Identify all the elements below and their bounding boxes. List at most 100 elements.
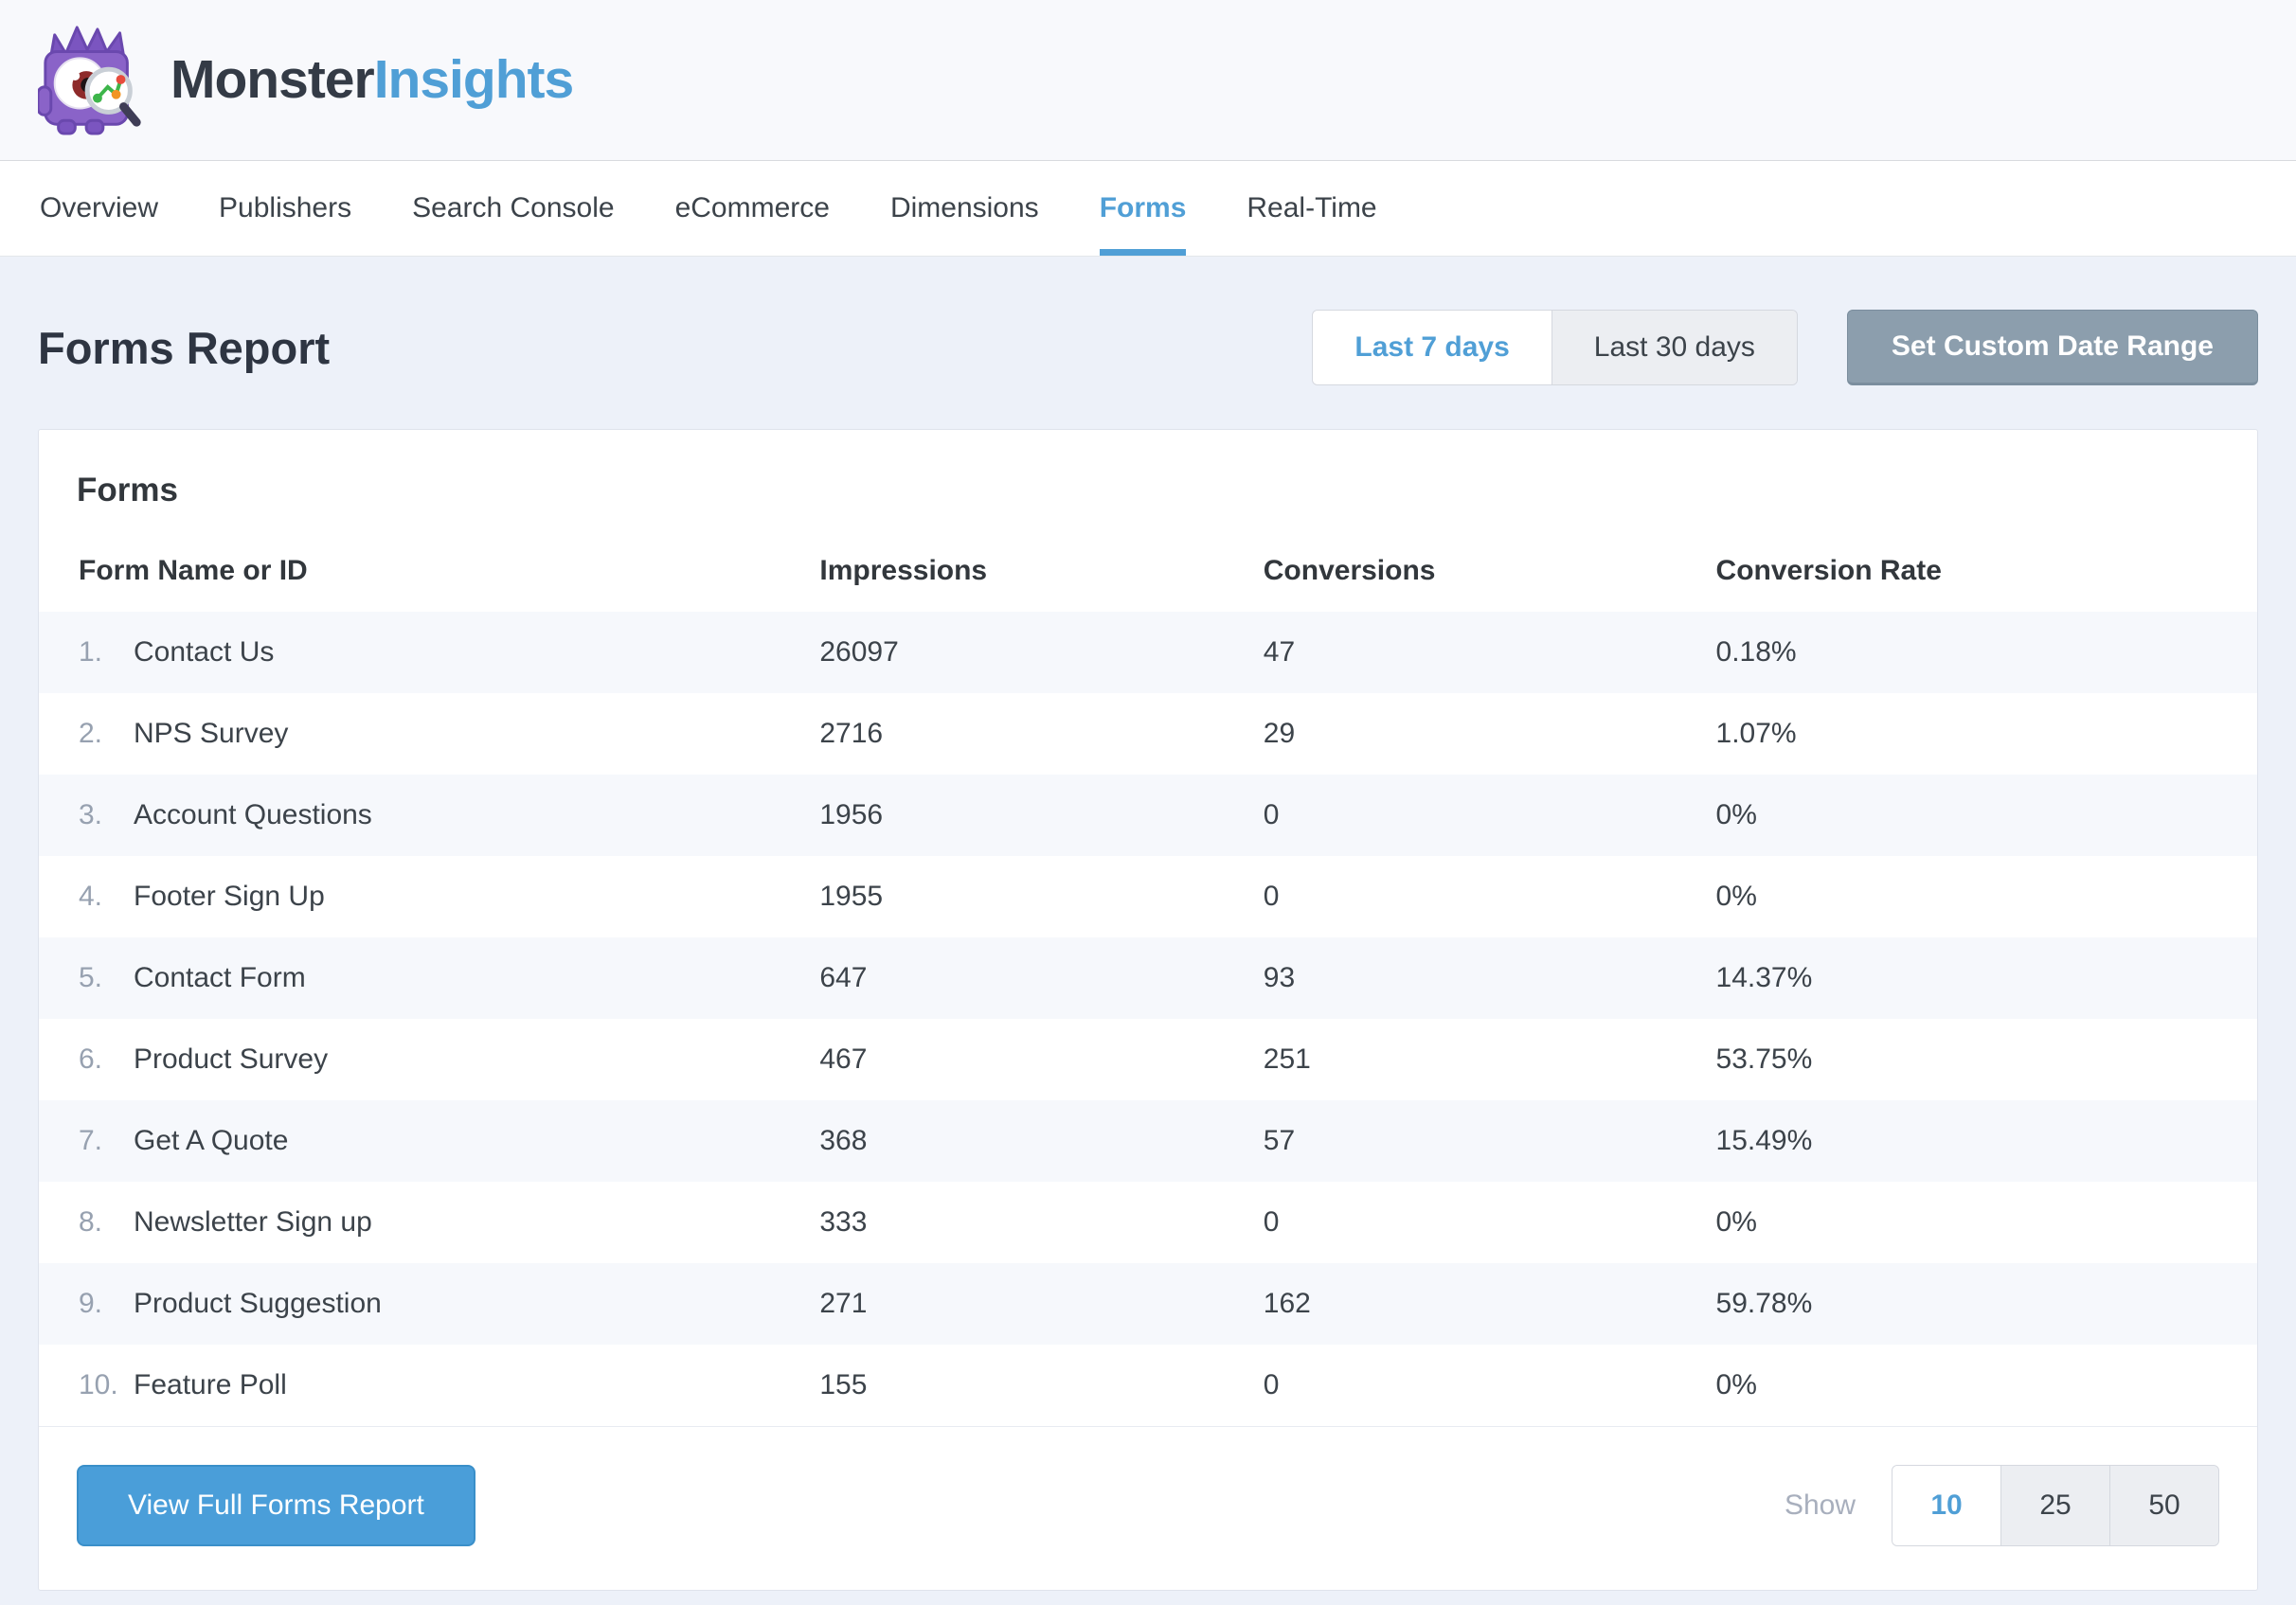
forms-table: Form Name or ID Impressions Conversions … <box>39 532 2257 1426</box>
cell-impressions: 2716 <box>819 718 884 749</box>
form-name: Product Survey <box>134 1043 329 1075</box>
column-header-conversion-rate: Conversion Rate <box>1715 555 1942 586</box>
page-size-50[interactable]: 50 <box>2109 1466 2218 1545</box>
show-rows-control: Show 10 25 50 <box>1785 1465 2219 1546</box>
cell-conversions: 47 <box>1263 636 1296 668</box>
table-row: 9. Product Suggestion 271 162 59.78% <box>39 1263 2257 1345</box>
tab-overview[interactable]: Overview <box>40 192 159 223</box>
row-rank: 2. <box>79 718 103 749</box>
cell-rate: 0% <box>1715 881 1757 912</box>
cell-impressions: 155 <box>819 1369 868 1400</box>
report-content: Forms Report Last 7 days Last 30 days Set… <box>0 310 2296 1591</box>
cell-impressions: 647 <box>819 962 868 993</box>
form-name: NPS Survey <box>134 718 289 749</box>
table-row: 1. Contact Us 26097 47 0.18% <box>39 612 2257 693</box>
table-row: 6. Product Survey 467 251 53.75% <box>39 1019 2257 1100</box>
tab-ecommerce[interactable]: eCommerce <box>674 192 830 223</box>
cell-conversions: 251 <box>1263 1043 1311 1075</box>
cell-rate: 0% <box>1715 1206 1757 1238</box>
table-row: 3. Account Questions 1956 0 0% <box>39 775 2257 856</box>
view-full-forms-report-button[interactable]: View Full Forms Report <box>77 1465 475 1546</box>
tab-search-console[interactable]: Search Console <box>412 192 615 223</box>
cell-conversions: 0 <box>1263 799 1280 830</box>
brand-wordmark: MonsterInsights <box>170 53 574 107</box>
cell-rate: 59.78% <box>1715 1288 1813 1319</box>
form-name: Newsletter Sign up <box>134 1206 372 1238</box>
row-rank: 10. <box>79 1369 118 1400</box>
row-rank: 9. <box>79 1288 103 1319</box>
table-row: 4. Footer Sign Up 1955 0 0% <box>39 856 2257 937</box>
tab-real-time[interactable]: Real-Time <box>1247 192 1377 223</box>
table-header-row: Form Name or ID Impressions Conversions … <box>39 532 2257 612</box>
row-rank: 6. <box>79 1043 103 1075</box>
tab-publishers[interactable]: Publishers <box>219 192 352 223</box>
form-name: Feature Poll <box>134 1369 287 1400</box>
cell-rate: 0.18% <box>1715 636 1797 668</box>
form-name: Contact Form <box>134 962 306 993</box>
report-nav: Overview Publishers Search Console eCommerc… <box>0 161 2296 257</box>
cell-impressions: 271 <box>819 1288 868 1319</box>
cell-conversions: 29 <box>1263 718 1296 749</box>
table-row: 7. Get A Quote 368 57 15.49% <box>39 1100 2257 1182</box>
form-name: Get A Quote <box>134 1125 289 1156</box>
column-header-impressions: Impressions <box>819 555 988 586</box>
app-header: MonsterInsights <box>0 0 2296 161</box>
form-name: Contact Us <box>134 636 275 668</box>
row-rank: 1. <box>79 636 103 668</box>
cell-rate: 0% <box>1715 799 1757 830</box>
cell-impressions: 333 <box>819 1206 868 1238</box>
cell-rate: 14.37% <box>1715 962 1813 993</box>
cell-conversions: 0 <box>1263 1369 1280 1400</box>
page-title: Forms Report <box>38 322 331 373</box>
row-rank: 7. <box>79 1125 103 1156</box>
date-range-last-7-days[interactable]: Last 7 days <box>1313 311 1552 384</box>
brand-logo[interactable]: MonsterInsights <box>38 22 574 139</box>
date-range-toggle: Last 7 days Last 30 days <box>1312 310 1798 385</box>
cell-rate: 0% <box>1715 1369 1757 1400</box>
cell-conversions: 0 <box>1263 881 1280 912</box>
cell-impressions: 467 <box>819 1043 868 1075</box>
table-row: 8. Newsletter Sign up 333 0 0% <box>39 1182 2257 1263</box>
row-rank: 8. <box>79 1206 103 1238</box>
table-row: 2. NPS Survey 2716 29 1.07% <box>39 693 2257 775</box>
cell-rate: 53.75% <box>1715 1043 1813 1075</box>
forms-card: Forms Form Name or ID Impressions Conver… <box>38 429 2258 1591</box>
table-row: 5. Contact Form 647 93 14.37% <box>39 937 2257 1019</box>
cell-rate: 15.49% <box>1715 1125 1813 1156</box>
title-row: Forms Report Last 7 days Last 30 days Set… <box>38 310 2258 385</box>
form-name: Account Questions <box>134 799 372 830</box>
cell-conversions: 93 <box>1263 962 1296 993</box>
cell-rate: 1.07% <box>1715 718 1797 749</box>
cell-impressions: 26097 <box>819 636 899 668</box>
cell-impressions: 1955 <box>819 881 884 912</box>
page-size-10[interactable]: 10 <box>1892 1466 2000 1545</box>
column-header-conversions: Conversions <box>1263 555 1436 586</box>
brand-name-insights: Insights <box>373 49 575 110</box>
tab-dimensions[interactable]: Dimensions <box>889 192 1039 223</box>
cell-conversions: 57 <box>1263 1125 1296 1156</box>
page-size-toggle: 10 25 50 <box>1892 1465 2219 1546</box>
form-name: Product Suggestion <box>134 1288 382 1319</box>
date-range-last-30-days[interactable]: Last 30 days <box>1551 311 1797 384</box>
brand-name-monster: Monster <box>170 49 375 110</box>
page-size-25[interactable]: 25 <box>2000 1466 2109 1545</box>
card-title: Forms <box>77 472 178 508</box>
cell-impressions: 368 <box>819 1125 868 1156</box>
form-name: Footer Sign Up <box>134 881 325 912</box>
row-rank: 5. <box>79 962 103 993</box>
set-custom-date-range-button[interactable]: Set Custom Date Range <box>1846 310 2258 385</box>
tab-forms[interactable]: Forms <box>1099 161 1186 256</box>
cell-conversions: 0 <box>1263 1206 1280 1238</box>
table-row: 10. Feature Poll 155 0 0% <box>39 1345 2257 1426</box>
date-range-controls: Last 7 days Last 30 days Set Custom Date … <box>1312 310 2258 385</box>
show-label: Show <box>1784 1489 1856 1521</box>
cell-conversions: 162 <box>1263 1288 1311 1319</box>
monsterinsights-monster-icon <box>38 22 150 139</box>
row-rank: 4. <box>79 881 103 912</box>
column-header-form-name: Form Name or ID <box>79 555 308 586</box>
report-nav-tabs: Overview Publishers Search Console eCommerc… <box>40 161 1377 256</box>
card-footer: View Full Forms Report Show 10 25 50 <box>39 1426 2257 1590</box>
row-rank: 3. <box>79 799 103 830</box>
cell-impressions: 1956 <box>819 799 884 830</box>
